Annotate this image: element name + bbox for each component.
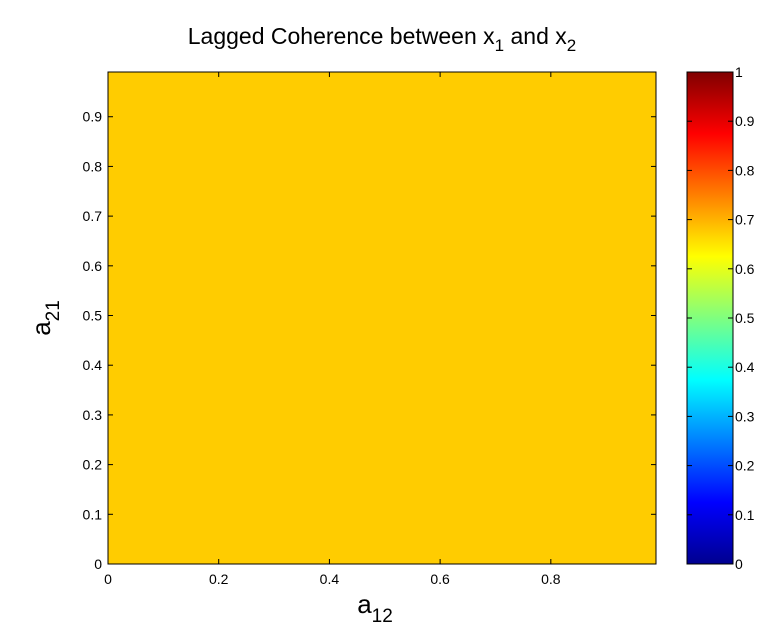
colorbar-tick-marks xyxy=(687,71,733,565)
x-tick-label: 0 xyxy=(104,571,112,587)
y-tick-label: 0.1 xyxy=(83,506,103,522)
y-tick-label: 0.2 xyxy=(83,457,103,473)
colorbar-tick-label: 1 xyxy=(735,64,743,80)
plot-area xyxy=(107,71,657,565)
y-tick-label: 0.4 xyxy=(83,357,103,373)
colorbar-gradient xyxy=(687,72,733,564)
y-tick-label: 0.9 xyxy=(83,109,103,125)
y-tick-label: 0.3 xyxy=(83,407,103,423)
y-tick-label: 0.7 xyxy=(83,208,103,224)
plot-frame xyxy=(107,71,657,565)
x-tick-label: 0.2 xyxy=(209,571,229,587)
colorbar-tick-labels: 0 0.1 0.2 0.3 0.4 0.5 0.6 0.7 0.8 0.9 1 xyxy=(735,64,755,572)
y-axis-label: a21 xyxy=(26,300,64,336)
y-tick-label: 0.5 xyxy=(83,308,103,324)
colorbar-tick-label: 0.5 xyxy=(735,310,755,326)
colorbar-tick-label: 0.2 xyxy=(735,458,755,474)
chart-title: Lagged Coherence between x1 and x2 xyxy=(188,23,577,55)
colorbar-tick-label: 0 xyxy=(735,556,743,572)
y-tick-label: 0.6 xyxy=(83,258,103,274)
colorbar-frame xyxy=(686,71,734,565)
x-tick-label: 0.6 xyxy=(430,571,450,587)
x-tick-label: 0.8 xyxy=(541,571,561,587)
x-tick-label: 0.4 xyxy=(320,571,340,587)
colorbar: 0 0.1 0.2 0.3 0.4 0.5 0.6 0.7 0.8 0.9 1 xyxy=(686,64,755,572)
colorbar-tick-label: 0.8 xyxy=(735,162,755,178)
heatmap-surface xyxy=(108,72,656,564)
y-tick-label: 0.8 xyxy=(83,158,103,174)
x-axis-label: a12 xyxy=(357,589,393,627)
colorbar-tick-label: 0.9 xyxy=(735,113,755,129)
y-tick-labels: 0 0.1 0.2 0.3 0.4 0.5 0.6 0.7 0.8 0.9 xyxy=(83,109,103,572)
colorbar-tick-label: 0.4 xyxy=(735,359,755,375)
colorbar-tick-label: 0.3 xyxy=(735,408,755,424)
x-tick-labels: 0 0.2 0.4 0.6 0.8 xyxy=(104,571,561,587)
colorbar-tick-label: 0.6 xyxy=(735,261,755,277)
colorbar-tick-label: 0.7 xyxy=(735,212,755,228)
y-tick-label: 0 xyxy=(94,556,102,572)
colorbar-tick-label: 0.1 xyxy=(735,507,755,523)
